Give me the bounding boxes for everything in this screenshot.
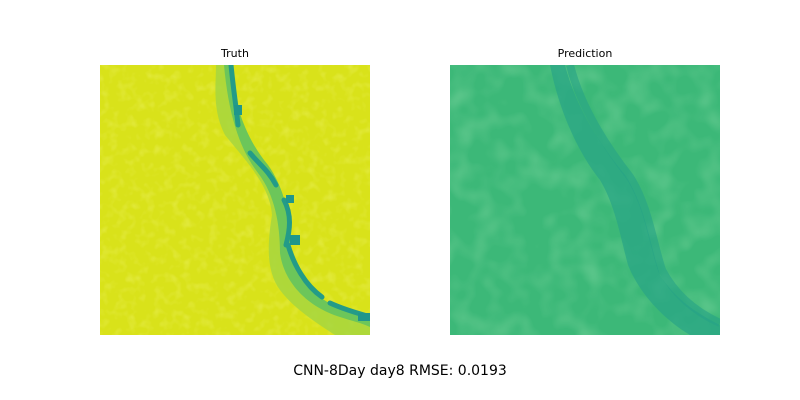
truth-river-core [228, 65, 370, 320]
truth-river-channel [224, 65, 370, 327]
truth-heatmap [100, 65, 370, 335]
truth-dark-pixel [290, 235, 300, 245]
truth-dark-pixel [234, 105, 242, 115]
prediction-panel-title: Prediction [557, 47, 613, 60]
truth-dark-pixel [286, 195, 294, 203]
truth-panel-title: Truth [221, 47, 249, 60]
prediction-river-band [550, 65, 720, 335]
figure-caption: CNN-8Day day8 RMSE: 0.0193 [293, 363, 507, 379]
truth-dark-pixel [358, 313, 370, 321]
prediction-heatmap [450, 65, 720, 335]
prediction-river-core [566, 65, 720, 327]
